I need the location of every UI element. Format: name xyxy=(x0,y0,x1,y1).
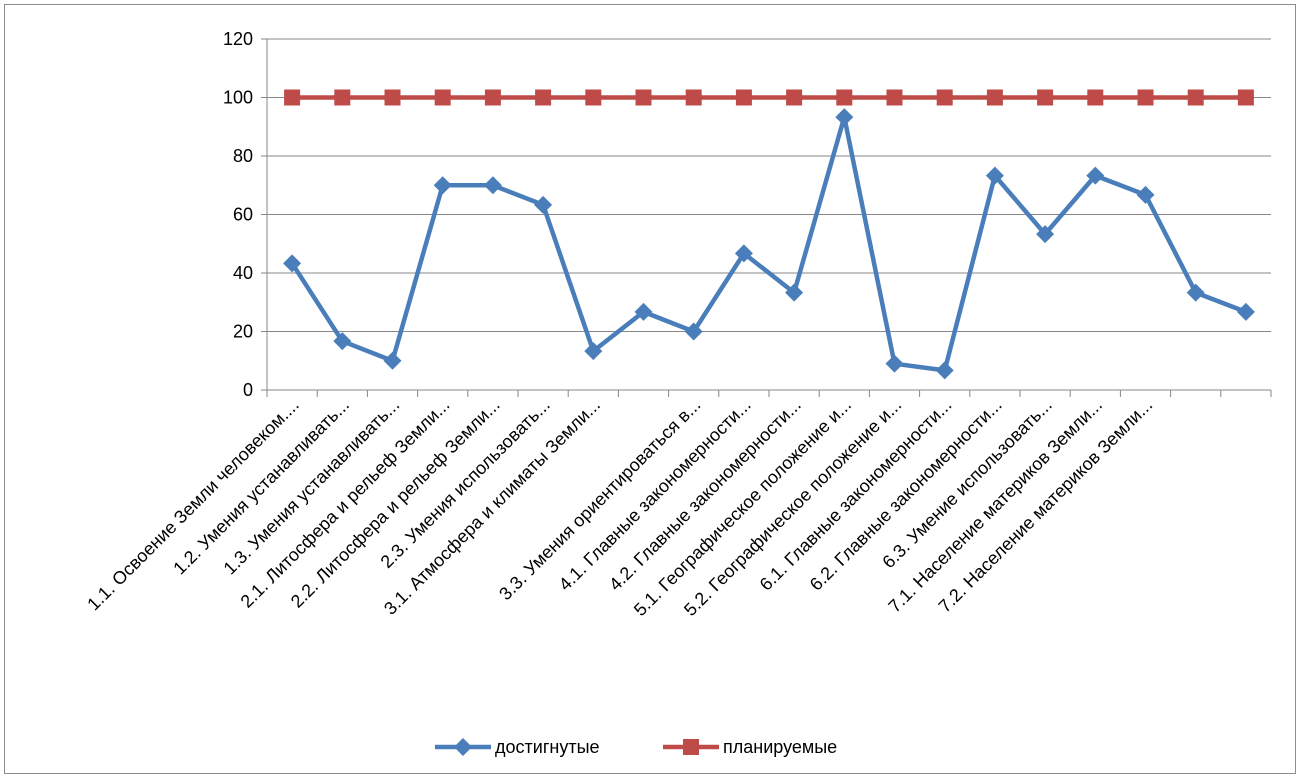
data-point-diamond xyxy=(1136,185,1155,204)
data-point-square xyxy=(635,89,652,106)
y-tick-label: 60 xyxy=(233,205,253,225)
data-point-square xyxy=(735,89,752,106)
data-point-square xyxy=(1137,89,1154,106)
data-point-diamond xyxy=(584,342,603,361)
y-tick-label: 0 xyxy=(243,380,253,400)
data-point-square xyxy=(1037,89,1054,106)
data-point-diamond xyxy=(1236,302,1255,321)
data-point-diamond xyxy=(734,244,753,263)
data-point-square xyxy=(334,89,351,106)
y-tick-label: 40 xyxy=(233,263,253,283)
data-point-diamond xyxy=(534,195,553,214)
legend-marker-square xyxy=(683,739,699,755)
data-point-diamond xyxy=(333,332,352,351)
chart-frame: 0 20 40 60 80 100 120 1.1. Освоение Земли челов… xyxy=(4,4,1296,774)
data-point-square xyxy=(986,89,1003,106)
legend-label: достигнутые xyxy=(495,737,600,757)
data-point-diamond xyxy=(785,283,804,302)
legend-marker-diamond xyxy=(454,738,472,756)
data-point-diamond xyxy=(383,351,402,370)
data-point-square xyxy=(1087,89,1104,106)
data-point-diamond xyxy=(835,108,854,127)
y-tick-label: 80 xyxy=(233,146,253,166)
y-tick-label: 120 xyxy=(223,29,253,49)
data-point-square xyxy=(535,89,552,106)
data-point-square xyxy=(1237,89,1254,106)
data-point-square xyxy=(786,89,803,106)
data-point-diamond xyxy=(885,354,904,373)
data-point-square xyxy=(284,89,301,106)
data-point-square xyxy=(1187,89,1204,106)
data-point-square xyxy=(384,89,401,106)
legend-label: планируемые xyxy=(723,737,837,757)
data-point-diamond xyxy=(283,254,302,273)
data-point-diamond xyxy=(935,361,954,380)
data-point-square xyxy=(484,89,501,106)
data-point-diamond xyxy=(1186,283,1205,302)
data-point-diamond xyxy=(985,166,1004,185)
data-point-square xyxy=(886,89,903,106)
data-point-square xyxy=(685,89,702,106)
data-point-diamond xyxy=(1086,166,1105,185)
data-point-square xyxy=(836,89,853,106)
data-point-diamond xyxy=(483,176,502,195)
data-point-diamond xyxy=(433,176,452,195)
y-tick-label: 20 xyxy=(233,322,253,342)
data-point-square xyxy=(936,89,953,106)
data-point-diamond xyxy=(1036,225,1055,244)
data-point-diamond xyxy=(684,322,703,341)
series-line-0 xyxy=(290,114,1247,373)
data-point-square xyxy=(585,89,602,106)
data-point-diamond xyxy=(634,302,653,321)
data-point-square xyxy=(434,89,451,106)
y-tick-label: 100 xyxy=(223,88,253,108)
